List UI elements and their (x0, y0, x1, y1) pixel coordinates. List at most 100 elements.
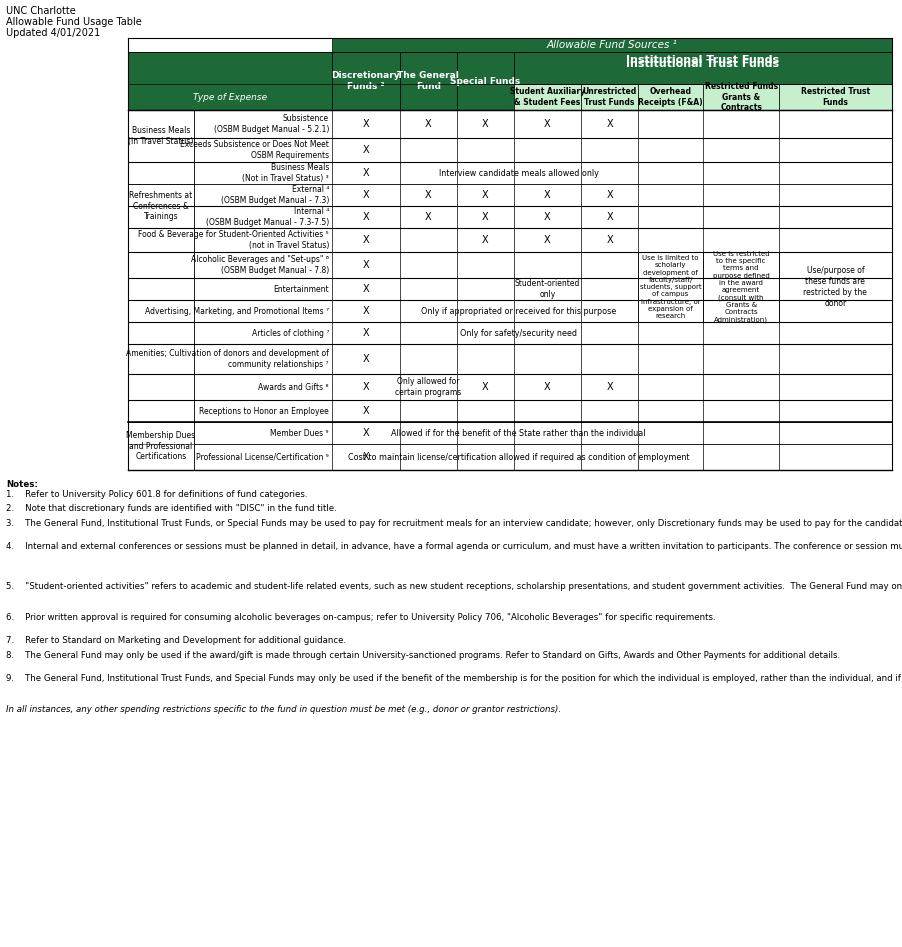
Text: Articles of clothing ⁷: Articles of clothing ⁷ (252, 329, 328, 337)
Bar (513, 71, 891, 84)
Text: X: X (362, 145, 369, 155)
Text: 5.    "Student-oriented activities" refers to academic and student-life related : 5. "Student-oriented activities" refers … (6, 581, 902, 591)
Text: 9.    The General Fund, Institutional Trust Funds, and Special Funds may only be: 9. The General Fund, Institutional Trust… (6, 673, 902, 683)
Bar (581, 84, 637, 110)
Bar (332, 38, 891, 52)
Bar (456, 52, 513, 110)
Text: X: X (362, 119, 369, 129)
Bar (128, 344, 891, 374)
Text: 2.    Note that discretionary funds are identified with "DISC" in the fund title: 2. Note that discretionary funds are ide… (6, 504, 336, 513)
Text: Refreshments at
Conferences &
Trainings: Refreshments at Conferences & Trainings (129, 190, 192, 222)
Bar (128, 374, 891, 400)
Text: Student Auxiliary
& Student Fees: Student Auxiliary & Student Fees (510, 87, 584, 107)
Text: Unrestricted
Trust Funds: Unrestricted Trust Funds (582, 87, 636, 107)
Text: X: X (544, 235, 550, 245)
Bar (128, 400, 194, 422)
Text: X: X (425, 190, 431, 200)
Text: 6.    Prior written approval is required for consuming alcoholic beverages on-ca: 6. Prior written approval is required fo… (6, 613, 714, 622)
Text: Type of Expense: Type of Expense (193, 93, 267, 101)
Text: Allowed if for the benefit of the State rather than the individual: Allowed if for the benefit of the State … (391, 428, 645, 438)
Text: Discretionary
Funds ²: Discretionary Funds ² (331, 71, 400, 91)
Bar (128, 228, 891, 252)
Text: Updated 4/01/2021: Updated 4/01/2021 (6, 28, 100, 38)
Text: External ⁴
(OSBM Budget Manual - 7.3): External ⁴ (OSBM Budget Manual - 7.3) (220, 185, 328, 205)
Text: Notes:: Notes: (6, 480, 38, 489)
Text: Receptions to Honor an Employee: Receptions to Honor an Employee (199, 406, 328, 416)
Bar (128, 422, 891, 444)
Text: X: X (362, 235, 369, 245)
Text: Cost to maintain license/certification allowed if required as condition of emplo: Cost to maintain license/certification a… (347, 453, 688, 461)
Text: Business Meals
(In Travel Status): Business Meals (In Travel Status) (128, 126, 193, 146)
Bar (128, 52, 332, 110)
Text: X: X (362, 306, 369, 316)
Text: X: X (605, 382, 612, 392)
Text: Business Meals
(Not in Travel Status) ³: Business Meals (Not in Travel Status) ³ (242, 163, 328, 183)
Text: X: X (362, 428, 369, 438)
Text: Only if appropriated or received for this purpose: Only if appropriated or received for thi… (420, 307, 615, 315)
Text: Subsistence
(OSBM Budget Manual - 5.2.1): Subsistence (OSBM Budget Manual - 5.2.1) (214, 115, 328, 134)
Text: X: X (544, 119, 550, 129)
Text: X: X (605, 212, 612, 222)
Bar (128, 184, 194, 228)
Bar (128, 84, 513, 110)
Bar (128, 278, 194, 300)
Text: Interview candidate meals allowed only: Interview candidate meals allowed only (438, 169, 598, 177)
Text: X: X (362, 406, 369, 416)
Bar (637, 84, 703, 110)
Text: Entertainment: Entertainment (273, 284, 328, 294)
Bar (128, 300, 194, 322)
Bar (128, 300, 891, 322)
Text: X: X (544, 382, 550, 392)
Text: X: X (425, 119, 431, 129)
Text: X: X (425, 212, 431, 222)
Bar (128, 184, 891, 206)
Bar (513, 52, 891, 84)
Text: X: X (362, 382, 369, 392)
Text: Membership Dues
and Professional
Certifications: Membership Dues and Professional Certifi… (126, 431, 196, 461)
Text: Amenities; Cultivation of donors and development of
community relationships ⁷: Amenities; Cultivation of donors and dev… (126, 349, 328, 369)
Bar (128, 162, 891, 184)
Bar (513, 84, 581, 110)
Bar (513, 52, 891, 84)
Bar (513, 84, 891, 110)
Text: X: X (362, 212, 369, 222)
Text: 7.    Refer to Standard on Marketing and Development for additional guidance.: 7. Refer to Standard on Marketing and De… (6, 636, 345, 645)
Text: Only for safety/security need: Only for safety/security need (460, 329, 576, 337)
Text: Restricted Funds
Grants &
Contracts: Restricted Funds Grants & Contracts (704, 81, 777, 113)
Text: X: X (362, 168, 369, 178)
Bar (128, 252, 891, 278)
Bar (128, 110, 891, 138)
Text: X: X (482, 235, 488, 245)
Text: X: X (362, 354, 369, 364)
Bar (778, 84, 891, 110)
Text: Use is limited to
scholarly
development of
faculty/staff/
students, support
of c: Use is limited to scholarly development … (639, 255, 701, 319)
Bar (399, 52, 456, 110)
Text: Food & Beverage for Student-Oriented Activities ⁵
(not in Travel Status): Food & Beverage for Student-Oriented Act… (138, 230, 328, 250)
Text: Use/purpose of
these funds are
restricted by the
donor: Use/purpose of these funds are restricte… (803, 266, 867, 308)
Bar (128, 228, 194, 252)
Text: Professional License/Certification ⁹: Professional License/Certification ⁹ (196, 453, 328, 461)
Text: Restricted Trust
Funds: Restricted Trust Funds (800, 87, 869, 107)
Bar (128, 206, 891, 228)
Text: X: X (362, 284, 369, 294)
Bar (128, 344, 194, 374)
Bar (332, 52, 399, 110)
Text: Use is restricted
to the specific
terms and
purpose defined
in the award
agreeme: Use is restricted to the specific terms … (712, 251, 769, 323)
Bar (128, 110, 194, 162)
Text: X: X (362, 190, 369, 200)
Bar (128, 52, 891, 84)
Text: X: X (544, 212, 550, 222)
Bar (128, 422, 194, 470)
Text: X: X (605, 119, 612, 129)
Bar (128, 38, 332, 52)
Text: 1.    Refer to University Policy 601.8 for definitions of fund categories.: 1. Refer to University Policy 601.8 for … (6, 490, 308, 498)
Text: X: X (482, 119, 488, 129)
Text: Awards and Gifts ⁸: Awards and Gifts ⁸ (258, 383, 328, 391)
Text: X: X (605, 190, 612, 200)
Text: X: X (605, 235, 612, 245)
Bar (128, 252, 194, 278)
Text: X: X (482, 190, 488, 200)
Text: Internal ⁴
(OSBM Budget Manual - 7.3-7.5): Internal ⁴ (OSBM Budget Manual - 7.3-7.5… (206, 207, 328, 227)
Text: Special Funds: Special Funds (450, 77, 520, 85)
Bar (703, 252, 778, 322)
